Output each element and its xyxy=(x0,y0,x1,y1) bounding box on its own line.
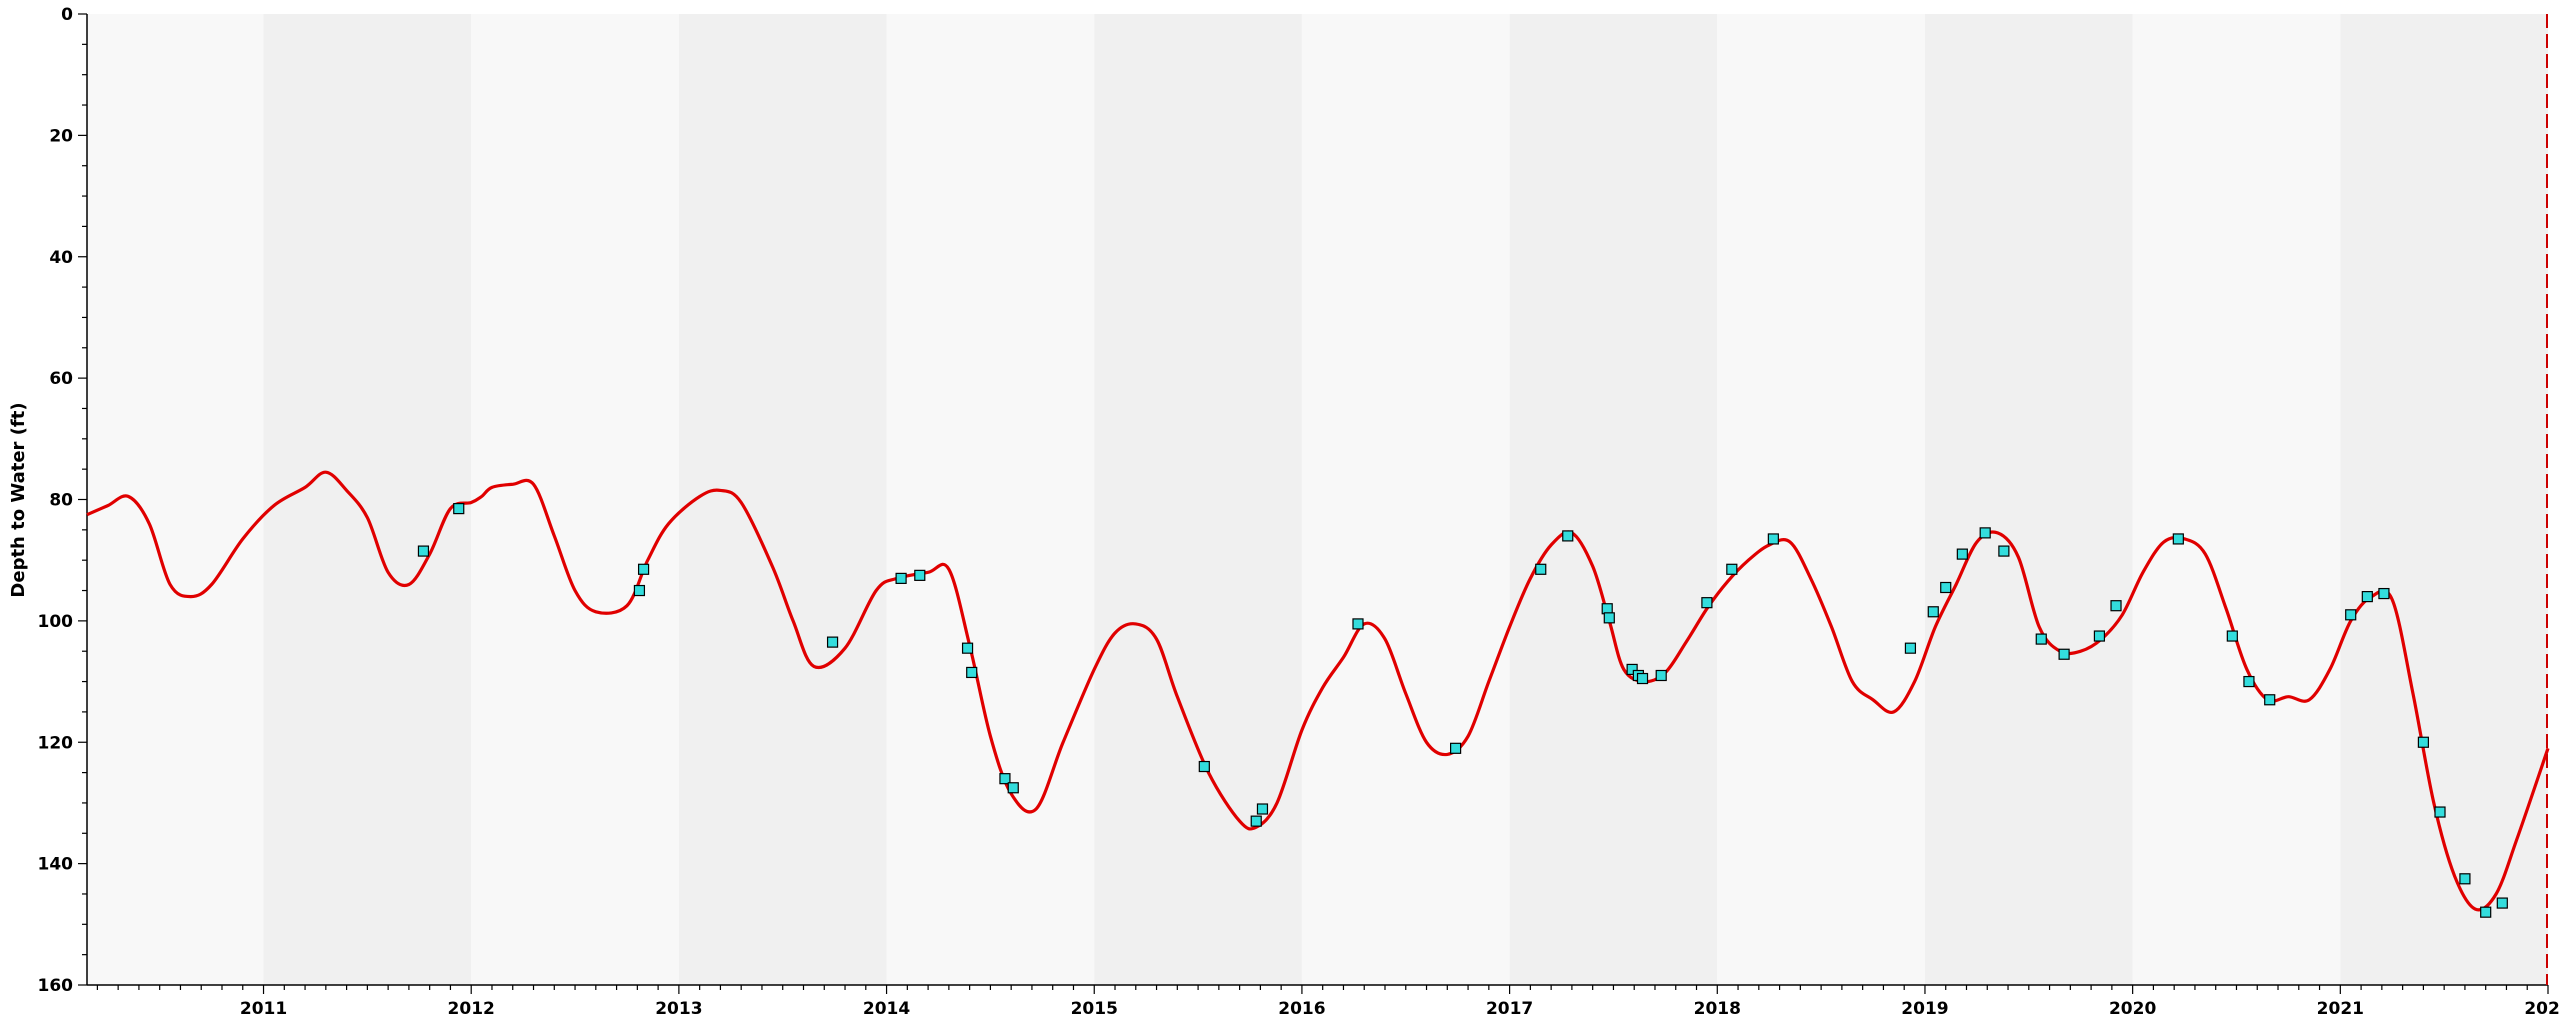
x-tick-label: 2011 xyxy=(240,999,287,1019)
x-tick-label: 2022 xyxy=(2524,999,2560,1019)
depth-series-line xyxy=(86,470,2550,912)
measurement-point xyxy=(2480,906,2492,918)
y-axis-title: Depth to Water (ft) xyxy=(8,402,29,597)
y-tick-label: 120 xyxy=(38,733,74,753)
year-band xyxy=(87,14,264,985)
y-tick-label: 20 xyxy=(49,126,73,146)
measurement-point xyxy=(966,666,978,679)
measurement-point xyxy=(826,636,839,648)
measurement-point xyxy=(1250,815,1262,827)
measurement-point xyxy=(2093,630,2106,642)
x-tick-label: 2019 xyxy=(1901,999,1948,1019)
measurement-point xyxy=(417,545,430,557)
y-tick-label: 100 xyxy=(38,612,74,632)
y-tick-label: 140 xyxy=(38,855,74,875)
measurement-point xyxy=(999,773,1011,785)
measurement-point xyxy=(1927,606,1939,618)
y-tick-label: 0 xyxy=(61,5,73,25)
measurement-point xyxy=(1535,563,1547,575)
axes: 0 20 40 60 80 100 120 140 160 2011 2012 2013 2014 201… xyxy=(38,5,2560,1019)
measurement-point xyxy=(1956,548,1968,560)
measurement-point xyxy=(1352,618,1364,630)
measurement-point xyxy=(2417,736,2429,748)
x-tick-label: 2012 xyxy=(448,999,495,1019)
measurement-point xyxy=(2434,806,2446,818)
measurement-point xyxy=(1636,672,1649,685)
x-tick-label: 2013 xyxy=(655,999,702,1019)
x-tick-label: 2016 xyxy=(1278,999,1325,1019)
measurement-point xyxy=(1979,527,1991,539)
year-band xyxy=(1301,14,1510,985)
measurement-point xyxy=(961,642,974,654)
year-band xyxy=(1094,14,1302,985)
measurement-point xyxy=(1198,760,1210,773)
measurement-point xyxy=(2172,533,2184,545)
measurement-point xyxy=(1626,663,1638,676)
measurement-point xyxy=(1562,530,1574,542)
measurement-point xyxy=(2243,675,2255,688)
year-band xyxy=(2340,14,2548,985)
measurement-point xyxy=(633,584,646,597)
measurement-point xyxy=(2496,897,2508,909)
year-band xyxy=(2132,14,2341,985)
measurement-point xyxy=(1450,742,1462,754)
measurement-point xyxy=(2110,600,2122,612)
measurement-point xyxy=(1603,612,1615,624)
x-tick-label: 2018 xyxy=(1694,999,1741,1019)
year-band xyxy=(471,14,679,985)
measurement-point xyxy=(1701,597,1713,609)
measurement-point xyxy=(2226,630,2238,642)
measurement-point xyxy=(1256,803,1269,815)
measurement-point xyxy=(1601,603,1613,615)
measurement-point xyxy=(1998,545,2010,557)
year-band xyxy=(1509,14,1718,985)
year-bands xyxy=(87,14,2548,985)
measurement-point xyxy=(1940,581,1952,594)
measurement-point xyxy=(2264,694,2276,706)
measurement-point xyxy=(637,563,650,575)
x-tick-label: 2017 xyxy=(1486,999,1533,1019)
measurement-point xyxy=(1655,669,1667,682)
measurement-point xyxy=(2035,633,2047,645)
measurement-point xyxy=(2345,609,2357,621)
x-tick-label: 2021 xyxy=(2317,999,2364,1019)
measurement-point xyxy=(2058,648,2070,660)
year-band xyxy=(886,14,1095,985)
measurement-point xyxy=(2361,590,2373,603)
measurement-point xyxy=(1007,782,1019,794)
y-tick-label: 60 xyxy=(49,369,73,389)
measurement-point xyxy=(1726,563,1738,575)
measurement-point xyxy=(453,503,465,515)
x-tick-label: 2020 xyxy=(2109,999,2156,1019)
measurement-point xyxy=(2459,873,2471,885)
measurement-point xyxy=(1904,642,1917,654)
year-band xyxy=(678,14,887,985)
measurement-point xyxy=(1767,533,1779,545)
y-tick-label: 40 xyxy=(49,248,73,268)
x-tick-label: 2014 xyxy=(863,999,910,1019)
measurement-point xyxy=(895,572,907,584)
x-tick-label: 2015 xyxy=(1071,999,1118,1019)
measurement-point xyxy=(914,569,926,581)
year-band xyxy=(1717,14,1925,985)
measurement-point xyxy=(2378,587,2390,600)
year-band xyxy=(263,14,472,985)
y-tick-label: 160 xyxy=(38,976,74,996)
measurement-markers xyxy=(417,503,2508,918)
year-band xyxy=(1924,14,2133,985)
y-tick-label: 80 xyxy=(49,491,73,511)
